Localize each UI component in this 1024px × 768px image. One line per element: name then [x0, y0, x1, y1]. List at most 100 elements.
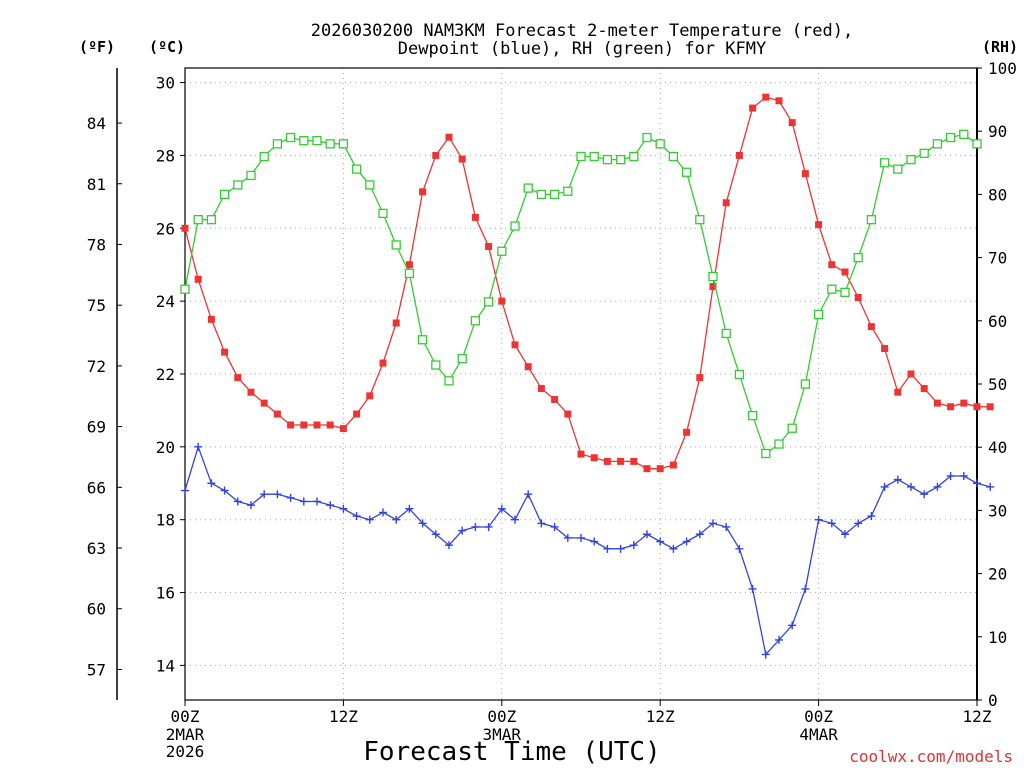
temperature-point — [432, 151, 440, 159]
rh-point — [470, 316, 481, 326]
rh-point — [391, 240, 401, 250]
temperature-point — [194, 275, 202, 283]
dewpoint-point — [352, 512, 361, 521]
dewpoint-point — [286, 493, 295, 502]
dewpoint-point — [194, 442, 203, 451]
rh-point — [866, 215, 877, 225]
temperature-point — [221, 348, 229, 356]
temperature-point — [485, 242, 493, 250]
dewpoint-point — [365, 515, 374, 524]
celsius-tick-label: 28 — [156, 146, 175, 165]
dewpoint-point — [603, 544, 612, 553]
temperature-point — [947, 403, 955, 411]
dewpoint-point — [220, 486, 229, 495]
temperature-point — [458, 155, 466, 163]
temperature-point — [722, 199, 730, 207]
temperature-point — [669, 461, 677, 469]
dewpoint-point — [405, 504, 414, 513]
dewpoint-point — [233, 497, 242, 506]
rh-point — [919, 148, 929, 158]
dewpoint-point — [669, 544, 678, 553]
rh-tick-label: 100 — [988, 59, 1017, 78]
dewpoint-point — [511, 515, 519, 524]
dewpoint-point — [748, 584, 757, 593]
celsius-tick-label: 24 — [156, 292, 175, 311]
celsius-tick-label: 16 — [156, 584, 175, 603]
rh-tick-label: 70 — [988, 249, 1007, 268]
temperature-point — [617, 457, 625, 465]
temperature-point — [564, 410, 572, 418]
fahrenheit-tick-label: 81 — [87, 175, 106, 194]
rh-point — [655, 139, 665, 149]
rh-point — [774, 439, 784, 449]
dewpoint-line — [184, 444, 991, 656]
temperature-point — [551, 395, 559, 403]
temperature-point — [960, 399, 968, 407]
x-tick-date-label: 4MAR — [799, 725, 838, 744]
rh-point — [193, 215, 203, 225]
temperature-point — [445, 133, 453, 141]
temperature-point — [709, 283, 717, 291]
temperature-point — [630, 457, 638, 465]
temperature-line — [184, 96, 991, 470]
dewpoint-point — [418, 519, 427, 528]
dewpoint-point — [775, 635, 783, 644]
temperature-point — [326, 421, 334, 429]
temperature-point — [353, 410, 361, 418]
rh-point — [708, 271, 718, 282]
rh-point — [668, 151, 679, 162]
x-tick-date-label: 2MAR — [166, 725, 205, 744]
rh-point — [180, 284, 190, 294]
dewpoint-point — [946, 471, 955, 480]
dewpoint-point — [445, 541, 453, 550]
rh-point — [312, 136, 322, 146]
temperature-point — [801, 170, 809, 178]
rh-point — [721, 328, 731, 339]
rh-tick-label: 60 — [988, 312, 1007, 331]
dewpoint-point — [709, 519, 717, 528]
dewpoint-point — [379, 508, 387, 517]
temperature-point — [511, 341, 519, 349]
rh-point — [299, 136, 309, 146]
rh-tick-label: 0 — [988, 691, 998, 710]
dewpoint-point — [497, 504, 506, 513]
temperature-point — [986, 403, 994, 411]
rh-point — [325, 139, 335, 149]
rh-point — [787, 423, 797, 433]
x-tick-label: 12Z — [963, 707, 992, 726]
chart-title: 2026030200 NAM3KM Forecast 2-meter Tempe… — [311, 21, 853, 41]
temperature-point — [524, 363, 532, 371]
dewpoint-point — [973, 479, 981, 488]
dewpoint-point — [299, 497, 308, 506]
rh-point — [259, 151, 269, 162]
rh-point — [629, 151, 639, 162]
rh-point — [615, 154, 626, 165]
rh-point — [206, 215, 217, 225]
dewpoint-point — [471, 522, 480, 531]
rh-point — [853, 252, 863, 263]
rh-point — [734, 369, 745, 380]
temperature-point — [260, 399, 268, 407]
dewpoint-point — [260, 490, 269, 499]
dewpoint-point — [827, 519, 836, 528]
x-tick-label: 12Z — [646, 707, 675, 726]
temperature-point — [894, 388, 902, 396]
rh-point — [563, 186, 573, 196]
temperature-point — [300, 421, 308, 429]
temperature-point — [498, 297, 506, 305]
dewpoint-point — [273, 490, 282, 499]
celsius-unit-label: (ºC) — [149, 38, 185, 56]
dewpoint-point — [880, 482, 889, 491]
fahrenheit-unit-label: (ºF) — [79, 38, 115, 56]
temperature-point — [339, 425, 347, 433]
rh-tick-label: 10 — [988, 628, 1007, 647]
rh-point — [338, 139, 349, 149]
dewpoint-point — [801, 584, 810, 593]
dewpoint-point — [313, 497, 321, 506]
rh-tick-label: 50 — [988, 375, 1007, 394]
temperature-point — [762, 93, 770, 101]
rh-tick-label: 80 — [988, 185, 1007, 204]
x-tick-year-label: 2026 — [166, 742, 205, 761]
dewpoint-point — [207, 479, 216, 488]
